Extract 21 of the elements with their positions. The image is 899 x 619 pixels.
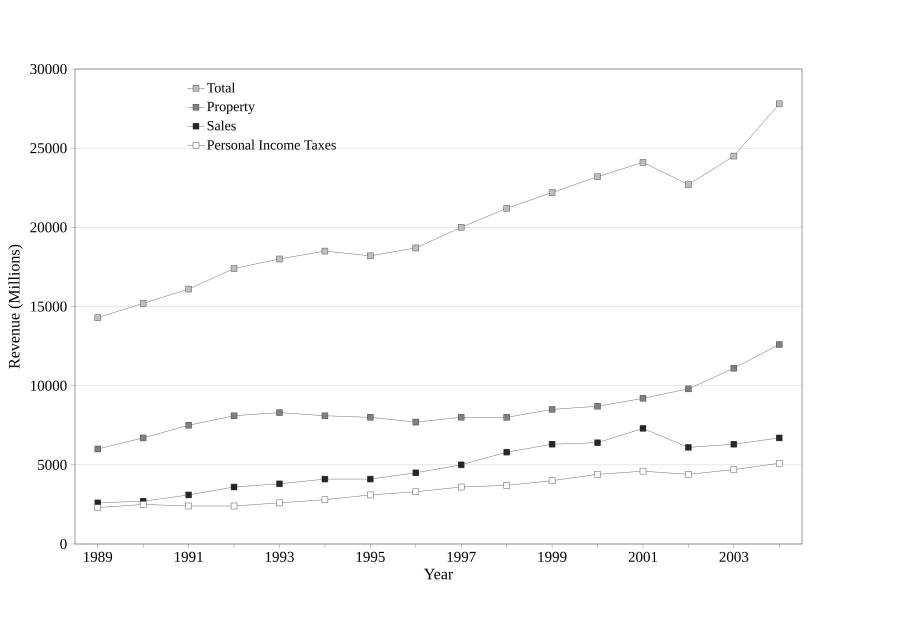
- x-tick-label: 1989: [84, 552, 112, 562]
- legend-label: Sales: [208, 120, 236, 130]
- x-tick-label: 1991: [174, 552, 203, 562]
- y-tick-label: 30000: [30, 64, 67, 74]
- x-tick-label: 1999: [538, 552, 566, 562]
- y-tick-label: 0: [60, 538, 67, 550]
- y-tick-label: 10000: [31, 380, 67, 391]
- legend-label: Personal Income Taxes: [207, 140, 336, 150]
- legend-label: Property: [207, 102, 255, 114]
- y-tick-label: 5000: [38, 460, 67, 470]
- y-tick-label: 15000: [31, 301, 67, 312]
- y-tick-label: 25000: [30, 143, 67, 154]
- x-tick-label: 2001: [628, 552, 658, 562]
- y-axis-title: Revenue (Millions): [8, 244, 23, 368]
- x-tick-label: 1995: [356, 552, 385, 562]
- x-tick-label: 1993: [266, 552, 294, 562]
- x-tick-label: 2003: [720, 552, 748, 562]
- x-axis-title: Year: [424, 568, 454, 580]
- y-tick-label: 20000: [30, 222, 67, 232]
- x-tick-label: 1997: [448, 552, 476, 562]
- legend-label: Total: [206, 82, 236, 93]
